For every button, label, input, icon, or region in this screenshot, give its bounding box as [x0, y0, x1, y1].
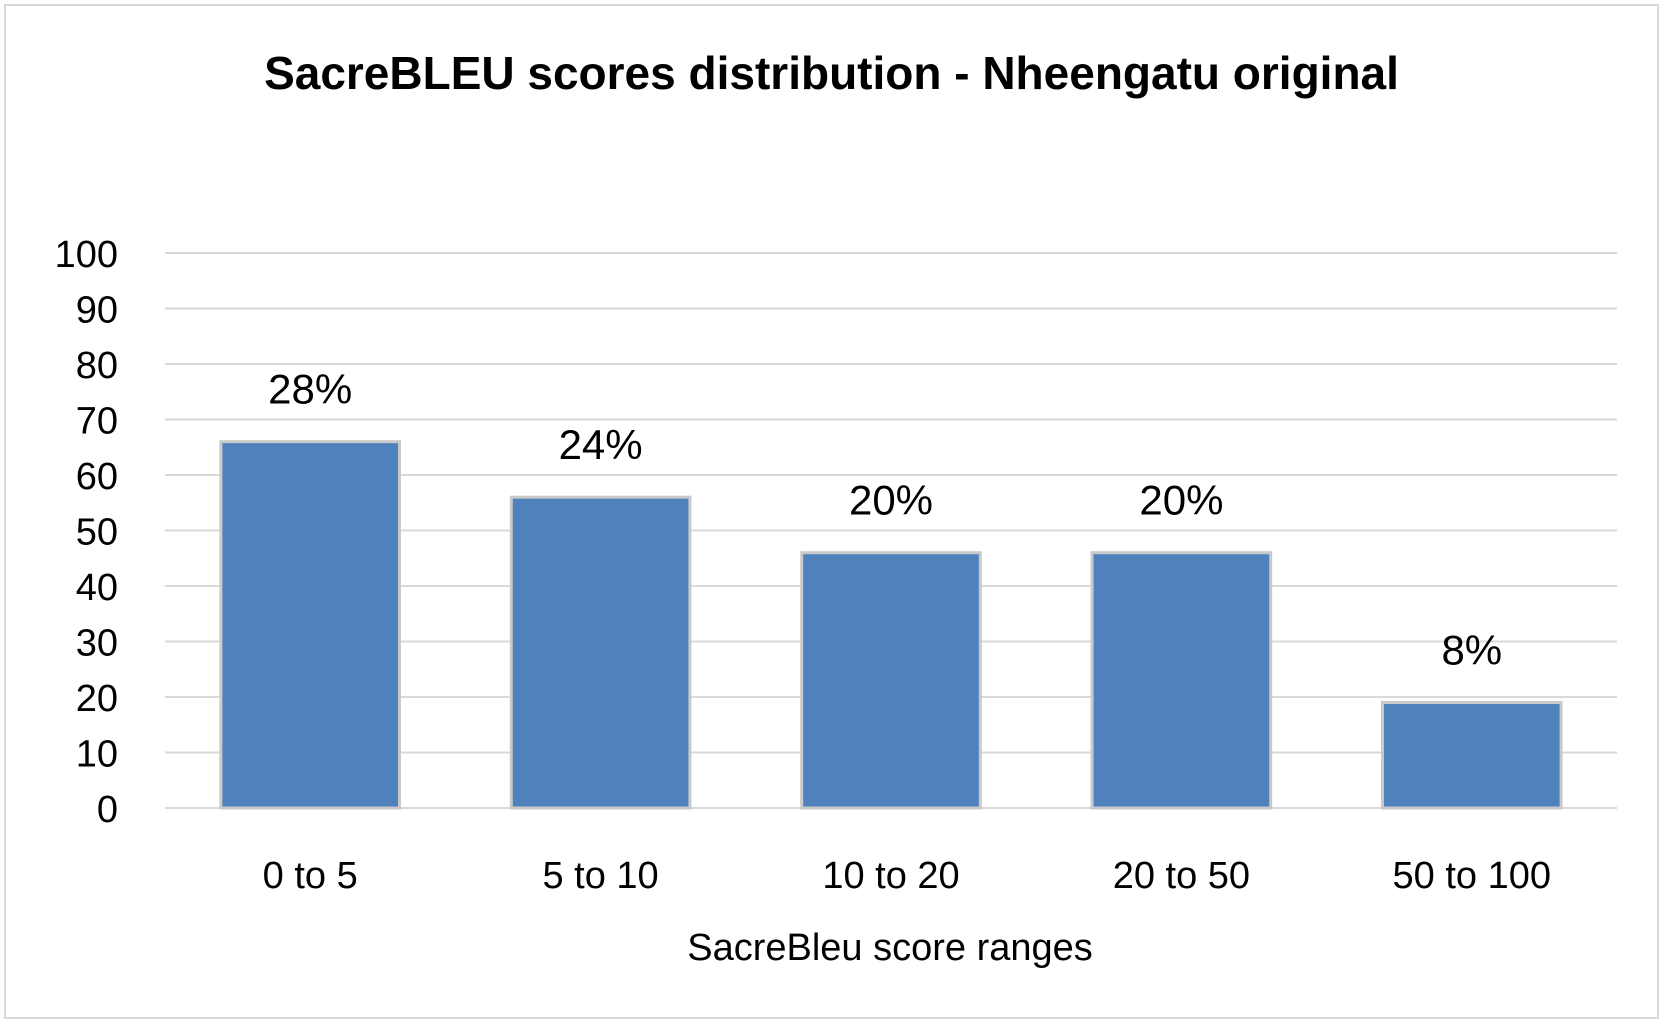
data-labels: 28% 24% 20% 20% 8%	[268, 366, 1502, 674]
y-tick-label: 20	[76, 678, 118, 720]
bar	[800, 551, 982, 810]
data-label: 20%	[849, 477, 933, 524]
bar	[1090, 551, 1273, 810]
x-tick-label: 50 to 100	[1393, 855, 1551, 897]
y-tick-label: 50	[76, 512, 118, 554]
data-label: 20%	[1139, 477, 1223, 524]
y-tick-label: 70	[76, 401, 118, 443]
x-axis-title: SacreBleu score ranges	[687, 927, 1093, 969]
y-tick-label: 30	[76, 623, 118, 665]
bar	[219, 440, 401, 810]
data-label: 28%	[268, 366, 352, 413]
x-axis-ticks: 0 to 5 5 to 10 10 to 20 20 to 50 50 to 100	[263, 855, 1551, 897]
y-axis-ticks: 0 10 20 30 40 50 60 70 80 90 100	[55, 234, 118, 831]
x-tick-label: 10 to 20	[822, 855, 959, 897]
x-tick-label: 5 to 10	[542, 855, 658, 897]
gridlines	[165, 252, 1617, 809]
y-tick-label: 90	[76, 290, 118, 332]
x-tick-label: 0 to 5	[263, 855, 358, 897]
x-tick-label: 20 to 50	[1113, 855, 1250, 897]
y-tick-label: 10	[76, 734, 118, 776]
y-tick-label: 0	[97, 789, 118, 831]
data-label: 24%	[559, 421, 643, 468]
chart-title: SacreBLEU scores distribution - Nheengat…	[264, 47, 1399, 99]
bar	[1381, 701, 1563, 810]
data-label: 8%	[1441, 627, 1502, 674]
y-tick-label: 100	[55, 234, 118, 276]
y-tick-label: 80	[76, 345, 118, 387]
bar	[509, 495, 692, 810]
y-tick-label: 60	[76, 456, 118, 498]
y-tick-label: 40	[76, 567, 118, 609]
bars	[219, 440, 1563, 810]
